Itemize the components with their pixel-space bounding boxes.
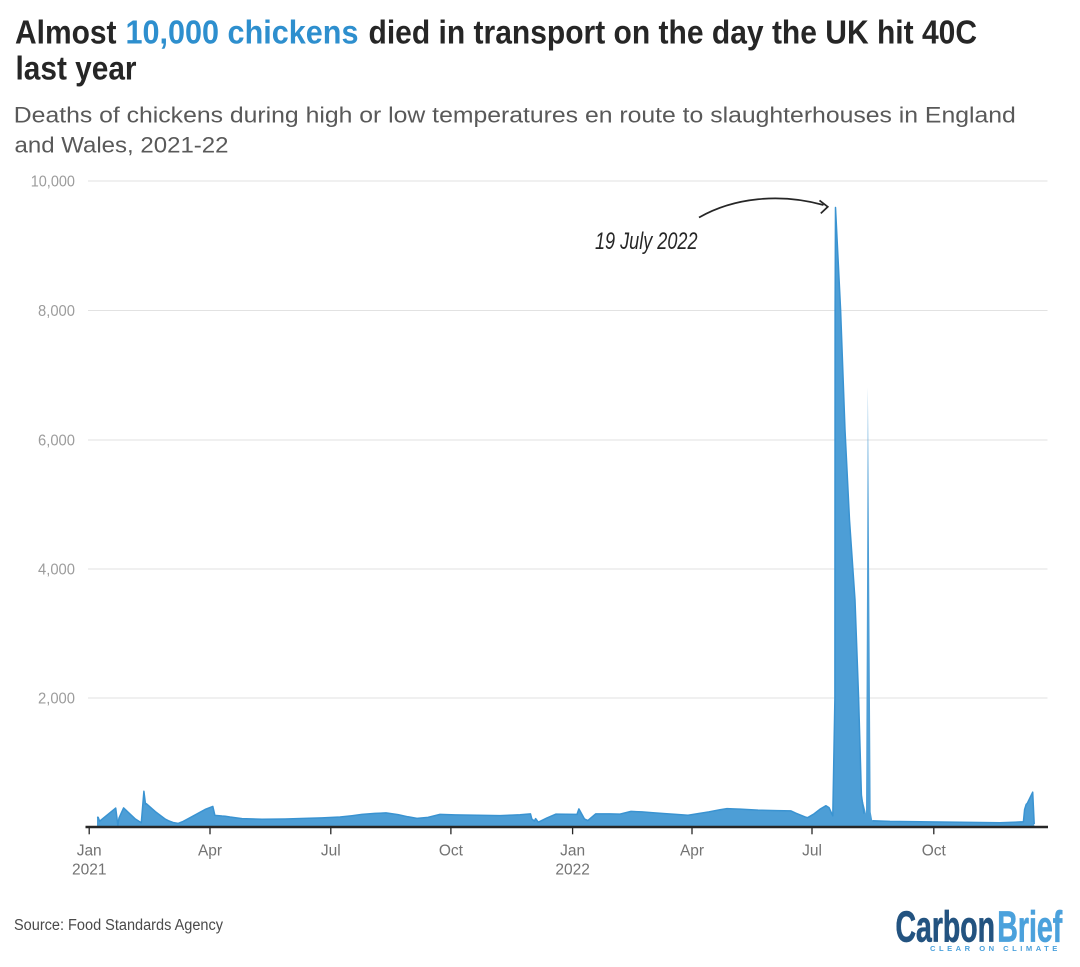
svg-text:2022: 2022 <box>555 862 589 879</box>
svg-text:died in transport on the day t: died in transport on the day the UK hit … <box>369 13 978 50</box>
svg-text:last year: last year <box>16 50 137 87</box>
svg-text:Jul: Jul <box>321 843 341 860</box>
svg-text:19 July 2022: 19 July 2022 <box>595 228 698 255</box>
svg-text:2021: 2021 <box>72 862 106 879</box>
svg-text:10,000 chickens: 10,000 chickens <box>126 13 359 50</box>
svg-text:Carbon: Carbon <box>896 902 996 951</box>
svg-text:Jan: Jan <box>77 843 102 860</box>
svg-text:Brief: Brief <box>997 902 1062 951</box>
svg-text:4,000: 4,000 <box>38 562 75 579</box>
svg-text:Jan: Jan <box>560 843 585 860</box>
svg-text:Source: Food Standards Agency: Source: Food Standards Agency <box>14 917 223 934</box>
svg-text:Oct: Oct <box>439 843 464 860</box>
svg-text:Apr: Apr <box>680 843 704 860</box>
svg-text:CLEAR ON CLIMATE: CLEAR ON CLIMATE <box>930 944 1061 953</box>
svg-text:Oct: Oct <box>922 843 947 860</box>
svg-text:and Wales, 2021-22: and Wales, 2021-22 <box>15 132 229 157</box>
svg-text:Deaths of chickens during high: Deaths of chickens during high or low te… <box>14 102 1016 127</box>
svg-text:10,000: 10,000 <box>31 174 75 191</box>
svg-text:Almost: Almost <box>15 13 117 50</box>
svg-text:2,000: 2,000 <box>38 691 75 708</box>
svg-text:8,000: 8,000 <box>38 303 75 320</box>
svg-text:6,000: 6,000 <box>38 433 75 450</box>
svg-text:Apr: Apr <box>198 843 222 860</box>
svg-text:Jul: Jul <box>802 843 822 860</box>
